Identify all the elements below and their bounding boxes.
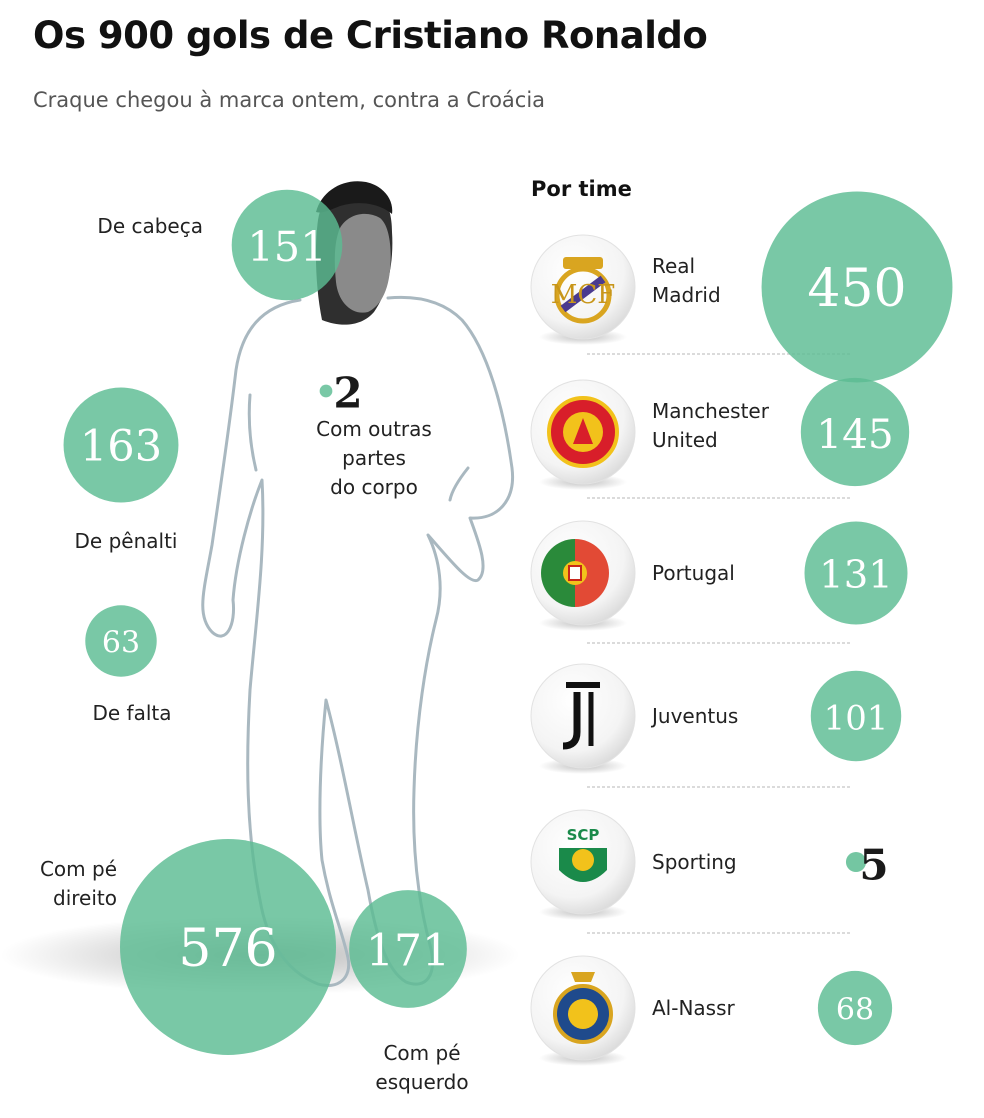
com-outras-partes-do-corpo-label: Com outras (316, 417, 432, 441)
portugal-bubble (804, 521, 908, 625)
com-outras-partes-do-corpo-bubble (319, 384, 333, 398)
team-section-title: Por time (531, 177, 632, 201)
juventus-bubble (810, 670, 902, 762)
player-silhouette (201, 295, 515, 987)
de-falta-label: De falta (92, 701, 171, 725)
com-pe-esquerdo-bubble (349, 890, 467, 1008)
manchester-united-label: Manchester (652, 399, 770, 423)
svg-text:MCF: MCF (551, 280, 616, 310)
de-cabeca-value: 151 (247, 223, 326, 271)
com-pe-esquerdo-value: 171 (366, 926, 450, 977)
com-outras-partes-do-corpo-label: do corpo (330, 475, 418, 499)
sporting-label: Sporting (652, 850, 737, 874)
page-title: Os 900 gols de Cristiano Ronaldo (33, 14, 708, 57)
de-penalti-bubble (63, 387, 179, 503)
juventus-logo-icon (530, 663, 636, 769)
com-pe-direito-value: 576 (178, 919, 277, 979)
al-nassr-bubble (817, 970, 893, 1046)
manchester-united-value: 145 (816, 410, 894, 458)
portugal-label: Portugal (652, 561, 735, 585)
al-nassr-value: 68 (836, 993, 874, 1028)
com-pe-direito-bubble (120, 839, 336, 1055)
de-falta-bubble (85, 605, 157, 677)
portugal-value: 131 (819, 553, 893, 598)
de-penalti-label: De pênalti (75, 529, 178, 553)
com-outras-partes-do-corpo-value: 2 (333, 369, 362, 418)
juventus-label: Juventus (650, 704, 738, 728)
de-cabeca-label: De cabeça (97, 214, 203, 238)
sporting-crest-icon: SCP (530, 809, 636, 915)
com-pe-direito-label: direito (53, 886, 117, 910)
page-subtitle: Craque chegou à marca ontem, contra a Cr… (33, 88, 546, 112)
de-cabeca-bubble (231, 189, 343, 301)
sporting-bubble (845, 851, 867, 873)
real-madrid-value: 450 (807, 259, 906, 319)
manchester-united-label: United (652, 428, 718, 452)
com-outras-partes-do-corpo-label: partes (342, 446, 406, 470)
svg-text:SCP: SCP (567, 826, 600, 844)
portugal-flag-icon (530, 520, 636, 626)
al-nassr-crest-icon (530, 955, 636, 1061)
real-madrid-label: Real (652, 254, 695, 278)
real-madrid-label: Madrid (652, 283, 721, 307)
juventus-value: 101 (824, 699, 889, 738)
com-pe-esquerdo-label: esquerdo (375, 1070, 468, 1094)
real-madrid-crest-icon: MCF (530, 234, 636, 340)
de-falta-value: 63 (102, 626, 140, 661)
al-nassr-label: Al-Nassr (652, 996, 736, 1020)
manchester-united-bubble (800, 377, 910, 487)
com-pe-esquerdo-label: Com pé (383, 1041, 460, 1065)
manchester-united-crest-icon (530, 379, 636, 485)
sporting-value: 5 (859, 841, 888, 890)
com-pe-direito-label: Com pé (40, 857, 117, 881)
real-madrid-bubble (761, 191, 953, 383)
de-penalti-value: 163 (80, 422, 162, 472)
